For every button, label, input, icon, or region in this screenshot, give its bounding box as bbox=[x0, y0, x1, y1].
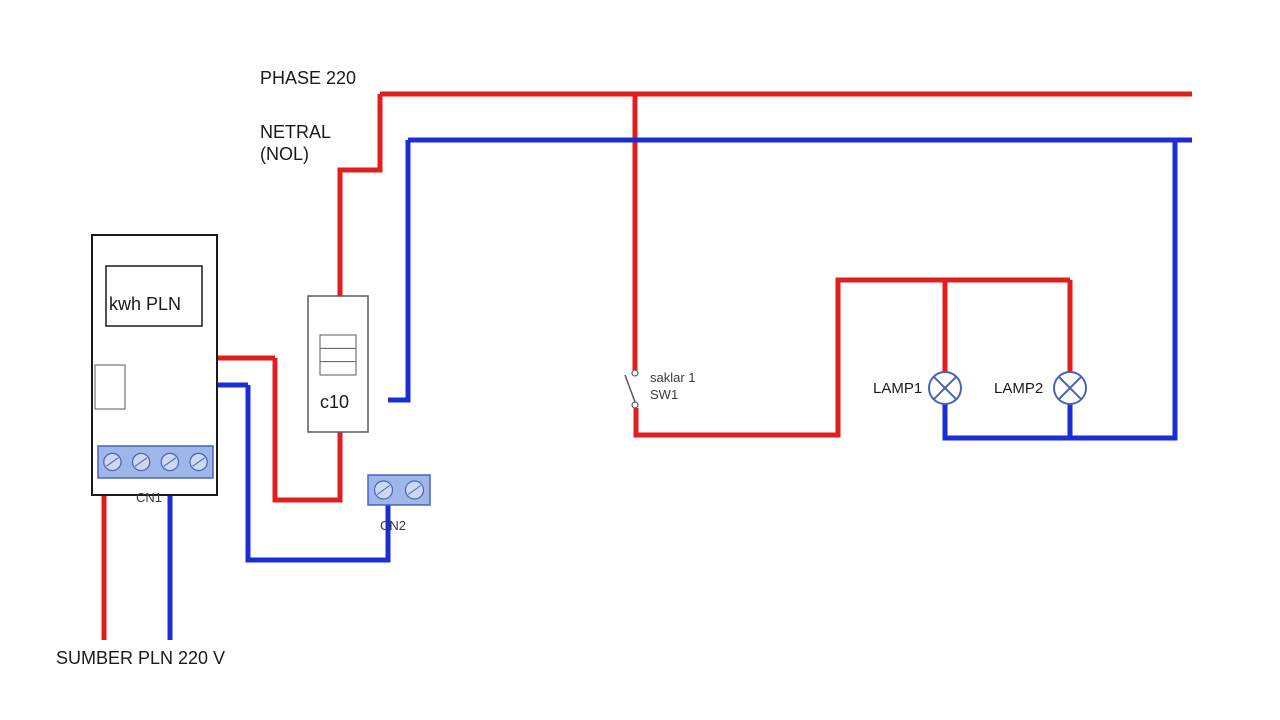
terminal-cn2: CN2 bbox=[368, 475, 430, 533]
neutral-label-1: NETRAL bbox=[260, 122, 331, 142]
switch-label-2: SW1 bbox=[650, 387, 678, 402]
wiring-diagram: kwh PLN c10 CN1 CN2 PHASE 220 NETRAL (NO… bbox=[0, 0, 1280, 720]
breaker-label: c10 bbox=[320, 392, 349, 412]
lamp1-label: LAMP1 bbox=[873, 380, 922, 397]
cn1-label: CN1 bbox=[136, 490, 162, 505]
lamp1-icon bbox=[929, 372, 961, 404]
source-label: SUMBER PLN 220 V bbox=[56, 648, 225, 668]
breaker-c10: c10 bbox=[308, 296, 368, 432]
meter-label: kwh PLN bbox=[109, 294, 181, 314]
lamp2-icon bbox=[1054, 372, 1086, 404]
switch-label-1: saklar 1 bbox=[650, 370, 696, 385]
neutral-label-2: (NOL) bbox=[260, 144, 309, 164]
cn2-label: CN2 bbox=[380, 518, 406, 533]
lamp2-label: LAMP2 bbox=[994, 380, 1043, 397]
terminal-cn1: CN1 bbox=[98, 446, 213, 505]
switch-sw1 bbox=[625, 370, 638, 408]
phase-label: PHASE 220 bbox=[260, 68, 356, 88]
